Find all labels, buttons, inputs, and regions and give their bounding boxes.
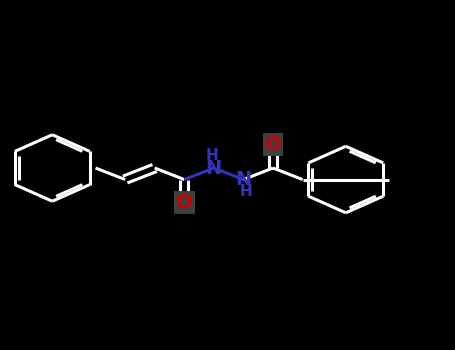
Text: O: O (265, 135, 281, 154)
Text: N: N (235, 170, 252, 189)
Text: N: N (206, 159, 222, 177)
Text: H: H (239, 184, 252, 199)
Text: H: H (205, 148, 218, 163)
Text: O: O (176, 193, 192, 212)
